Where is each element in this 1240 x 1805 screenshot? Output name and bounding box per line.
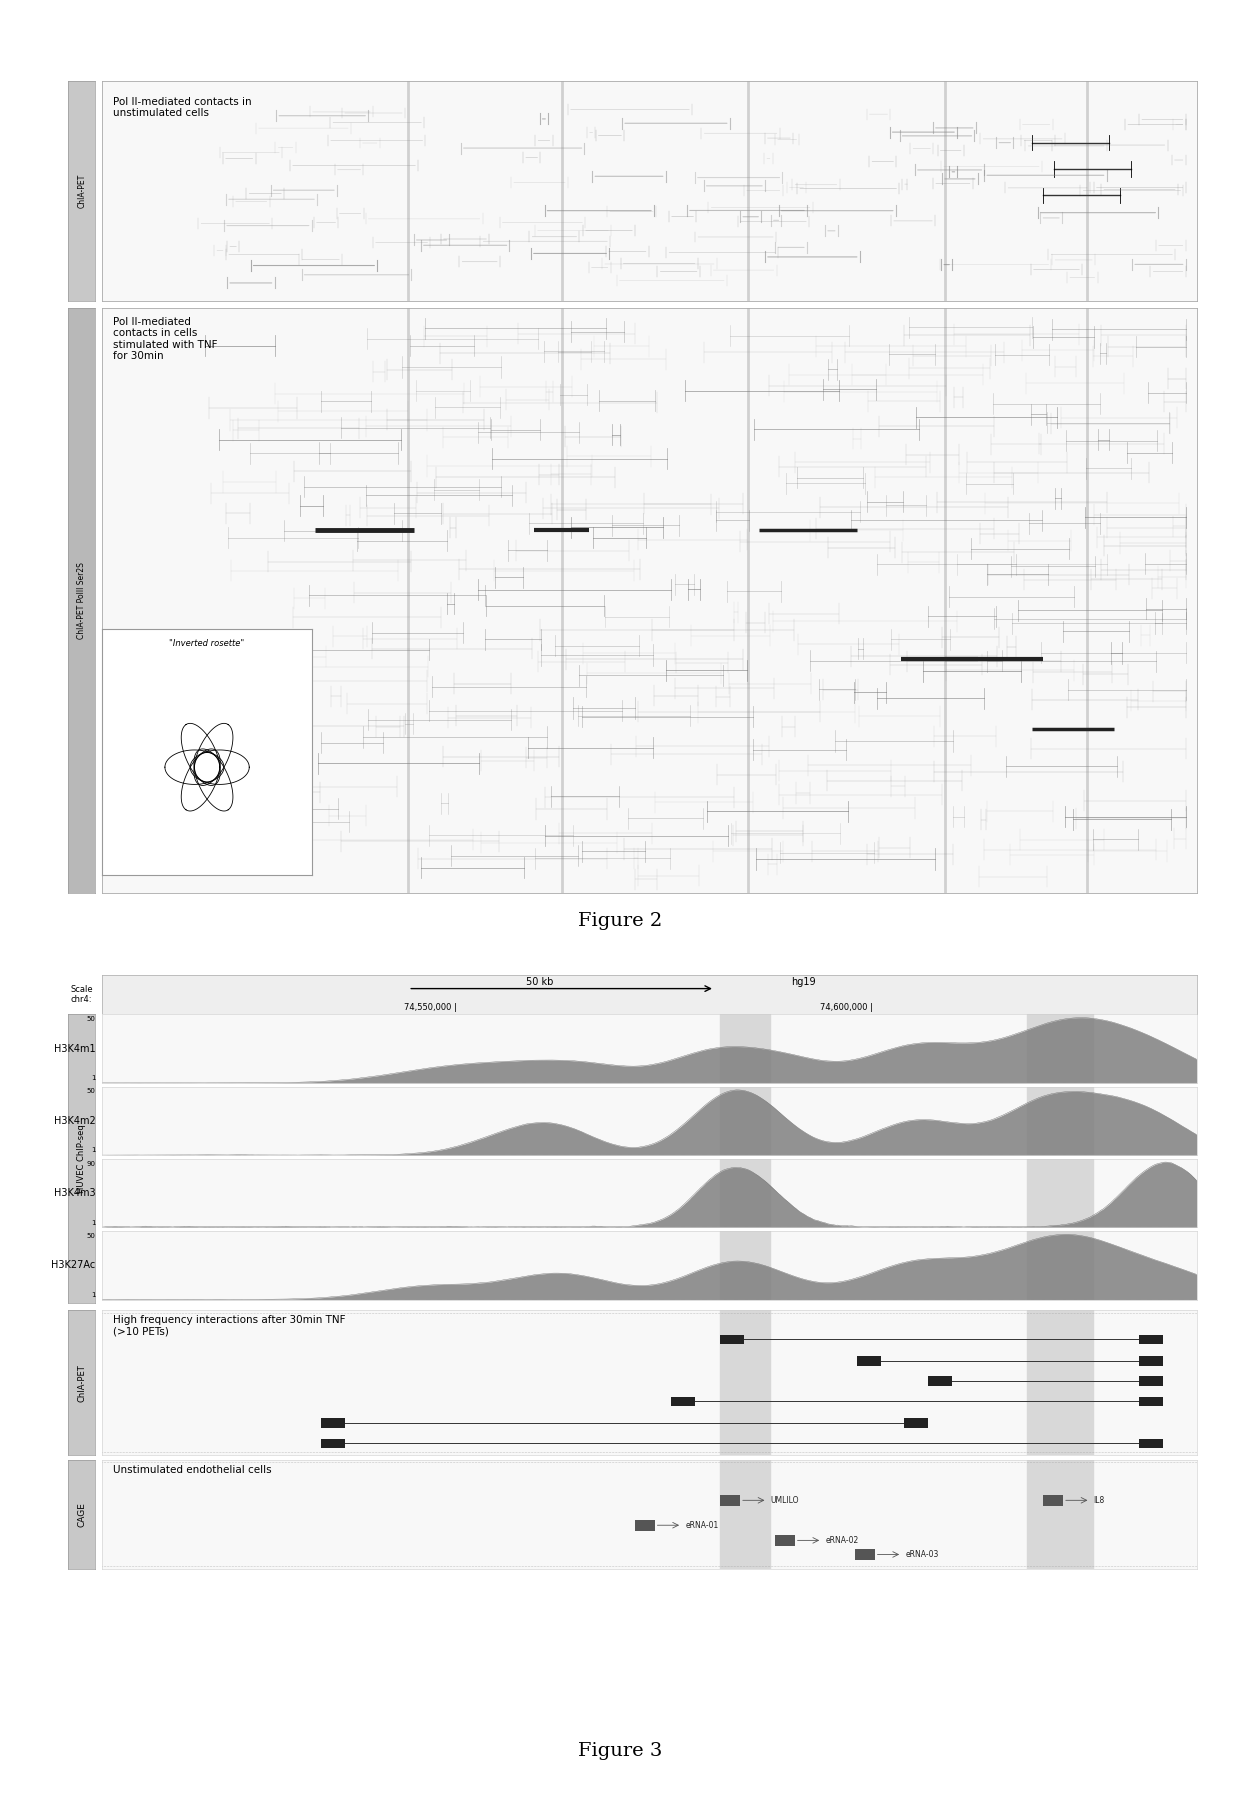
Bar xyxy=(671,1397,696,1406)
Bar xyxy=(1140,1397,1163,1406)
Text: 50: 50 xyxy=(87,1016,95,1022)
Text: ChIA-PET PolII Ser2S: ChIA-PET PolII Ser2S xyxy=(77,561,87,639)
Bar xyxy=(1140,1439,1163,1448)
Text: IL8: IL8 xyxy=(1094,1496,1105,1505)
Bar xyxy=(1027,1310,1092,1455)
Bar xyxy=(856,1549,874,1560)
Bar xyxy=(775,1534,795,1545)
Text: 74,600,000 |: 74,600,000 | xyxy=(820,1004,873,1013)
Bar xyxy=(720,1460,770,1569)
Bar xyxy=(1140,1356,1163,1366)
Bar xyxy=(1027,1460,1092,1569)
Text: 74,550,000 |: 74,550,000 | xyxy=(404,1004,456,1013)
Text: H3K27Ac: H3K27Ac xyxy=(51,1260,95,1271)
Text: Figure 3: Figure 3 xyxy=(578,1742,662,1760)
Text: HUVEC ChIP-seq: HUVEC ChIP-seq xyxy=(77,1125,87,1193)
Text: eRNA-03: eRNA-03 xyxy=(905,1550,939,1560)
Bar xyxy=(321,1439,345,1448)
Bar xyxy=(929,1377,952,1386)
Bar xyxy=(720,1231,770,1300)
Text: 1: 1 xyxy=(91,1220,95,1226)
Text: CAGE: CAGE xyxy=(77,1502,87,1527)
Text: High frequency interactions after 30min TNF
(>10 PETs): High frequency interactions after 30min … xyxy=(113,1314,345,1336)
Bar xyxy=(1140,1377,1163,1386)
Text: H3K4m2: H3K4m2 xyxy=(53,1115,95,1126)
Text: eRNA-01: eRNA-01 xyxy=(686,1522,718,1529)
Text: UMLILO: UMLILO xyxy=(771,1496,799,1505)
Text: Unstimulated endothelial cells: Unstimulated endothelial cells xyxy=(113,1464,272,1475)
Text: 50 kb: 50 kb xyxy=(526,977,553,987)
Text: 50: 50 xyxy=(87,1233,95,1238)
Bar xyxy=(1027,1087,1092,1155)
Bar xyxy=(635,1520,655,1531)
Bar xyxy=(904,1419,928,1428)
Bar xyxy=(321,1419,345,1428)
Bar xyxy=(857,1356,882,1366)
Text: eRNA-02: eRNA-02 xyxy=(826,1536,858,1545)
Text: Pol II-mediated contacts in
unstimulated cells: Pol II-mediated contacts in unstimulated… xyxy=(113,97,252,117)
Text: 50: 50 xyxy=(87,1088,95,1094)
Text: 1: 1 xyxy=(91,1292,95,1298)
Text: ChIA-PET: ChIA-PET xyxy=(77,173,87,208)
Bar xyxy=(720,1334,744,1345)
Bar xyxy=(720,1159,770,1227)
Bar xyxy=(720,1014,770,1083)
Bar xyxy=(1140,1334,1163,1345)
Text: H3K4m3: H3K4m3 xyxy=(53,1188,95,1199)
Text: H3K4m1: H3K4m1 xyxy=(53,1043,95,1054)
Bar xyxy=(720,1310,770,1455)
Text: 1: 1 xyxy=(91,1148,95,1153)
Text: Scale
chr4:: Scale chr4: xyxy=(71,986,93,1004)
Bar xyxy=(1027,1231,1092,1300)
Text: 1: 1 xyxy=(91,1076,95,1081)
Bar xyxy=(1043,1495,1063,1505)
Bar xyxy=(720,1495,740,1505)
Bar xyxy=(1027,1014,1092,1083)
Text: Figure 2: Figure 2 xyxy=(578,912,662,930)
Text: 90: 90 xyxy=(87,1161,95,1166)
Text: ChIA-PET: ChIA-PET xyxy=(77,1365,87,1401)
Text: "Inverted rosette": "Inverted rosette" xyxy=(170,639,244,648)
Bar xyxy=(1027,1159,1092,1227)
Text: hg19: hg19 xyxy=(791,977,816,987)
Text: Pol II-mediated
contacts in cells
stimulated with TNF
for 30min: Pol II-mediated contacts in cells stimul… xyxy=(113,316,217,361)
Bar xyxy=(720,1087,770,1155)
